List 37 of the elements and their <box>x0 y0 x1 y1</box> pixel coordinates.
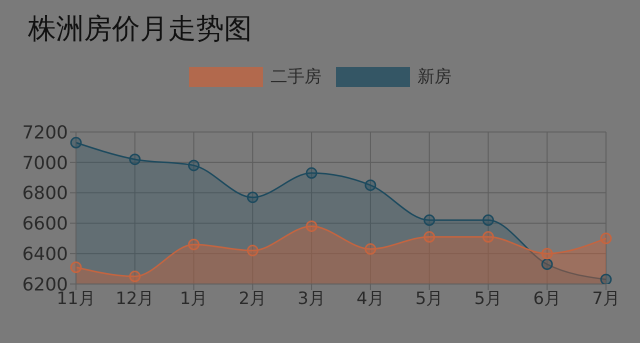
point <box>482 214 494 226</box>
point <box>364 179 376 191</box>
point <box>306 220 318 232</box>
x-tick-label: 5月 <box>474 289 502 310</box>
y-tick-label: 7200 <box>22 122 68 144</box>
x-tick-label: 7月 <box>592 289 620 310</box>
point <box>541 248 553 260</box>
y-tick-label: 6800 <box>22 183 68 204</box>
point <box>424 231 436 243</box>
x-tick-label: 5月 <box>415 289 444 310</box>
point <box>70 262 82 274</box>
point <box>306 167 318 179</box>
y-tick-label: 6600 <box>22 214 68 235</box>
point <box>600 232 612 244</box>
point <box>424 214 436 226</box>
point <box>129 270 141 282</box>
legend-label: 新房 <box>418 66 452 88</box>
point <box>482 231 494 243</box>
point <box>188 238 200 250</box>
point <box>246 192 258 204</box>
point <box>188 160 200 172</box>
point <box>600 274 612 284</box>
point <box>129 154 141 166</box>
y-tick-label: 6400 <box>22 244 68 265</box>
point <box>70 136 82 148</box>
x-tick-label: 12月 <box>116 289 154 310</box>
point <box>541 258 553 270</box>
x-tick-label: 2月 <box>238 289 267 310</box>
x-tick-label: 3月 <box>298 289 326 310</box>
y-tick-label: 7000 <box>22 152 68 174</box>
point <box>246 244 258 256</box>
x-tick-label: 6月 <box>533 289 562 310</box>
chart-title: 株洲房价月走势图 <box>28 11 252 47</box>
legend-label: 二手房 <box>270 66 322 88</box>
point <box>364 243 376 255</box>
x-tick-label: 1月 <box>180 289 208 310</box>
x-tick-label: 4月 <box>356 289 384 310</box>
